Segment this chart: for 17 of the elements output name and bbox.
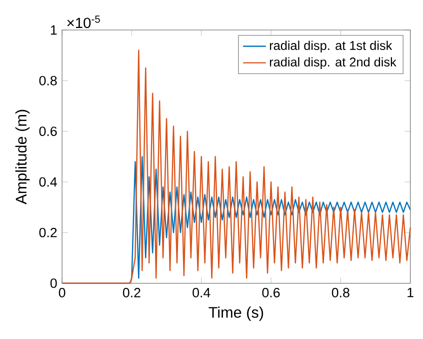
legend-label: radial disp. at 1st disk xyxy=(270,40,392,52)
y-tick-label: 0 xyxy=(50,278,57,288)
x-tick-label: 0.8 xyxy=(332,288,350,298)
y-tick-label: 0.2 xyxy=(39,228,57,238)
x-tick-label: 0.6 xyxy=(262,288,280,298)
x-tick-label: 0.4 xyxy=(192,288,210,298)
y-tick-label: 0.8 xyxy=(39,76,57,86)
x-tick-label: 0 xyxy=(58,288,66,298)
y-tick-label: 0.6 xyxy=(39,126,57,136)
y-tick-label: 0.4 xyxy=(39,177,57,187)
x-axis-title: Time (s) xyxy=(208,306,264,321)
x-tick-label: 0.2 xyxy=(122,288,140,298)
text: ×10$^{-5}$ xyxy=(67,15,100,28)
legend-label: radial disp. at 2nd disk xyxy=(270,57,396,69)
x-tick-label: 1 xyxy=(408,288,414,297)
y-tick-label: 1 xyxy=(50,25,57,34)
y-axis-title: Amplitude (m) xyxy=(15,110,30,204)
